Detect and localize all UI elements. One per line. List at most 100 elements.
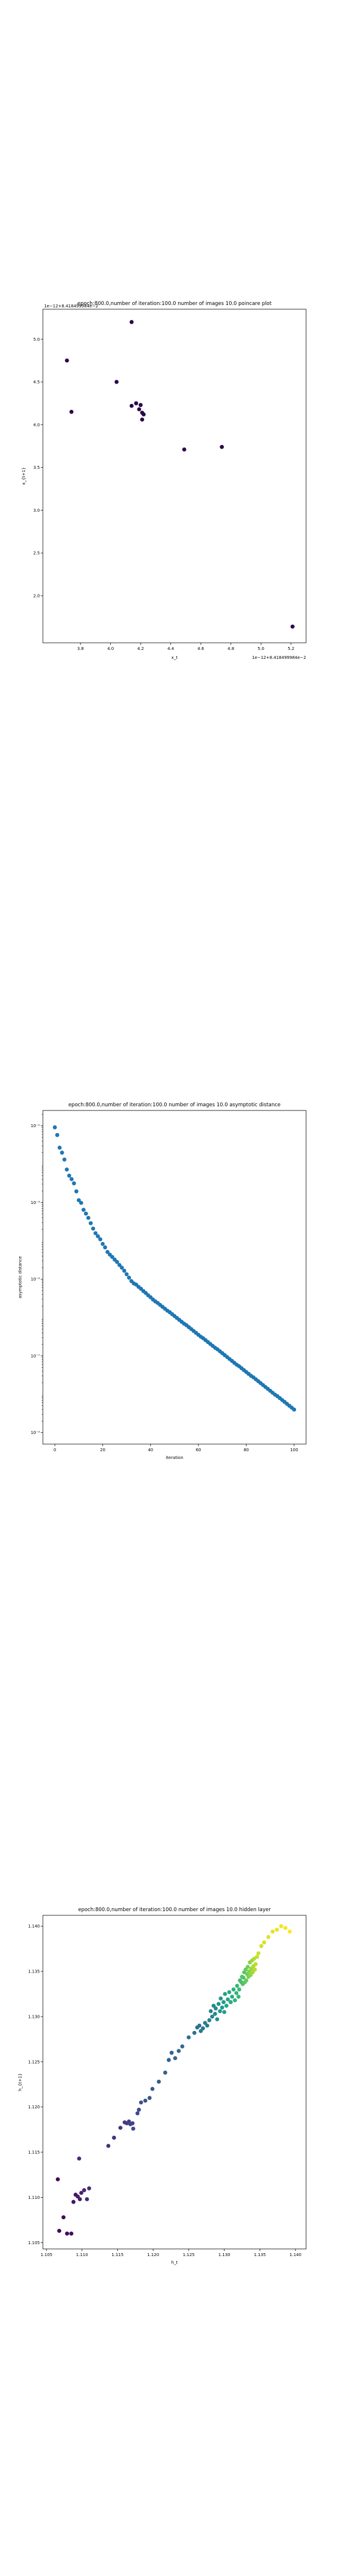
data-point-hidden — [135, 2111, 140, 2115]
data-point-hidden — [76, 2194, 80, 2199]
data-point-asymptotic — [110, 1255, 114, 1259]
data-point-hidden — [256, 1951, 261, 1956]
data-point-hidden — [279, 1924, 283, 1928]
data-point-asymptotic — [88, 1221, 93, 1225]
data-point-asymptotic — [86, 1215, 91, 1220]
data-point-asymptotic — [98, 1237, 102, 1242]
data-point-hidden — [248, 1973, 253, 1977]
data-point-hidden — [245, 1965, 250, 1969]
y-tick-label-hidden: 1.105 — [28, 2241, 40, 2245]
x-offset-text-poincare: 1e−12+8.418499984e−2 — [252, 655, 306, 660]
data-point-asymptotic — [122, 1268, 127, 1273]
x-tick-label-hidden: 1.120 — [147, 2253, 159, 2257]
x-tick-label-hidden: 1.110 — [76, 2253, 88, 2257]
data-point-asymptotic — [64, 1167, 69, 1172]
plot-frame-hidden — [42, 1915, 307, 2250]
y-axis-label-poincare: x_{t+1} — [21, 467, 26, 485]
data-point-hidden — [234, 1991, 239, 1995]
data-point-asymptotic — [105, 1250, 110, 1254]
y-axis-label-asymptotic: asymptotic distance — [18, 1256, 23, 1299]
data-point-hidden — [205, 2023, 210, 2028]
data-point-asymptotic — [52, 1125, 57, 1130]
data-point-asymptotic — [292, 1407, 297, 1412]
data-point-hidden — [167, 2058, 171, 2062]
x-tick-label-hidden: 1.125 — [183, 2253, 195, 2257]
data-point-asymptotic — [74, 1189, 79, 1194]
x-tick-label-poincare: 4.8 — [227, 646, 234, 651]
data-point-hidden — [202, 2021, 207, 2025]
data-point-hidden — [224, 2003, 229, 2008]
data-point-asymptotic — [83, 1211, 88, 1216]
y-tick-label-hidden: 1.125 — [28, 2059, 40, 2064]
data-point-hidden — [208, 2009, 213, 2014]
data-point-poincare — [138, 403, 143, 407]
data-point-asymptotic — [101, 1242, 105, 1246]
data-point-hidden — [87, 2186, 92, 2191]
data-point-asymptotic — [127, 1275, 132, 1280]
data-point-asymptotic — [55, 1133, 60, 1137]
data-point-hidden — [252, 1967, 257, 1972]
data-point-hidden — [147, 2096, 152, 2100]
data-point-asymptotic — [69, 1177, 74, 1181]
data-point-asymptotic — [67, 1174, 71, 1178]
x-tick-label-asymptotic: 100 — [290, 1448, 298, 1452]
data-point-poincare — [129, 403, 134, 408]
x-tick-label-hidden: 1.115 — [111, 2253, 123, 2257]
data-point-hidden — [180, 2044, 185, 2049]
data-point-poincare — [220, 444, 224, 449]
data-point-hidden — [270, 1929, 275, 1934]
data-point-hidden — [55, 2177, 60, 2182]
y-tick-label-hidden: 1.135 — [28, 1970, 40, 1974]
plot-frame-asymptotic — [42, 1110, 307, 1445]
x-tick-label-asymptotic: 60 — [196, 1448, 201, 1452]
x-tick-label-asymptotic: 40 — [148, 1448, 153, 1452]
chart-title-asymptotic: epoch:800.0,number of iteration:100.0 nu… — [68, 1102, 280, 1108]
data-point-hidden — [213, 2012, 217, 2016]
y-tick-label-hidden: 1.110 — [28, 2195, 40, 2200]
x-tick-label-hidden: 1.105 — [40, 2253, 52, 2257]
data-point-hidden — [216, 2002, 221, 2006]
data-point-asymptotic — [93, 1231, 98, 1236]
data-point-hidden — [157, 2079, 161, 2084]
y-tick-label-hidden: 1.130 — [28, 2014, 40, 2019]
y-tick-label-poincare: 4.0 — [33, 422, 40, 427]
x-tick-label-asymptotic: 20 — [100, 1448, 105, 1452]
data-point-hidden — [244, 1967, 248, 1972]
plot-frame-poincare — [42, 309, 307, 643]
x-tick-label-poincare: 3.8 — [77, 646, 84, 651]
x-tick-label-hidden: 1.135 — [254, 2253, 266, 2257]
data-point-hidden — [69, 2231, 74, 2236]
data-point-hidden — [65, 2231, 70, 2236]
chart-title-poincare: epoch:800.0,number of iteration:100.0 nu… — [77, 301, 272, 307]
x-tick-label-poincare: 5.2 — [288, 646, 294, 651]
data-point-hidden — [219, 1996, 223, 2001]
data-point-hidden — [222, 2009, 227, 2014]
data-point-hidden — [226, 1997, 230, 2002]
data-point-hidden — [77, 2197, 82, 2201]
y-tick-label-hidden: 1.120 — [28, 2105, 40, 2110]
y-tick-label-poincare: 2.5 — [33, 551, 40, 556]
x-tick-label-asymptotic: 0 — [54, 1448, 56, 1452]
y-tick-label-poincare: 5.0 — [33, 337, 40, 342]
x-axis-label-asymptotic: iteration — [166, 1455, 183, 1460]
data-point-hidden — [79, 2191, 83, 2195]
data-point-asymptotic — [103, 1245, 107, 1250]
data-point-hidden — [197, 2023, 202, 2028]
data-point-hidden — [211, 2003, 216, 2008]
data-point-hidden — [61, 2215, 66, 2220]
x-axis-label-hidden: h_t — [172, 2260, 178, 2265]
data-point-hidden — [198, 2029, 203, 2033]
data-point-hidden — [176, 2049, 181, 2054]
data-point-hidden — [192, 2030, 197, 2035]
data-point-poincare — [141, 412, 146, 417]
data-point-hidden — [262, 1940, 266, 1945]
data-point-hidden — [235, 1983, 239, 1988]
data-point-poincare — [69, 409, 74, 414]
data-point-hidden — [288, 1929, 292, 1934]
data-point-poincare — [129, 320, 134, 324]
data-point-hidden — [233, 1998, 237, 2003]
data-point-hidden — [220, 2005, 224, 2010]
data-point-hidden — [259, 1944, 264, 1948]
y-tick-label-poincare: 3.5 — [33, 465, 40, 470]
